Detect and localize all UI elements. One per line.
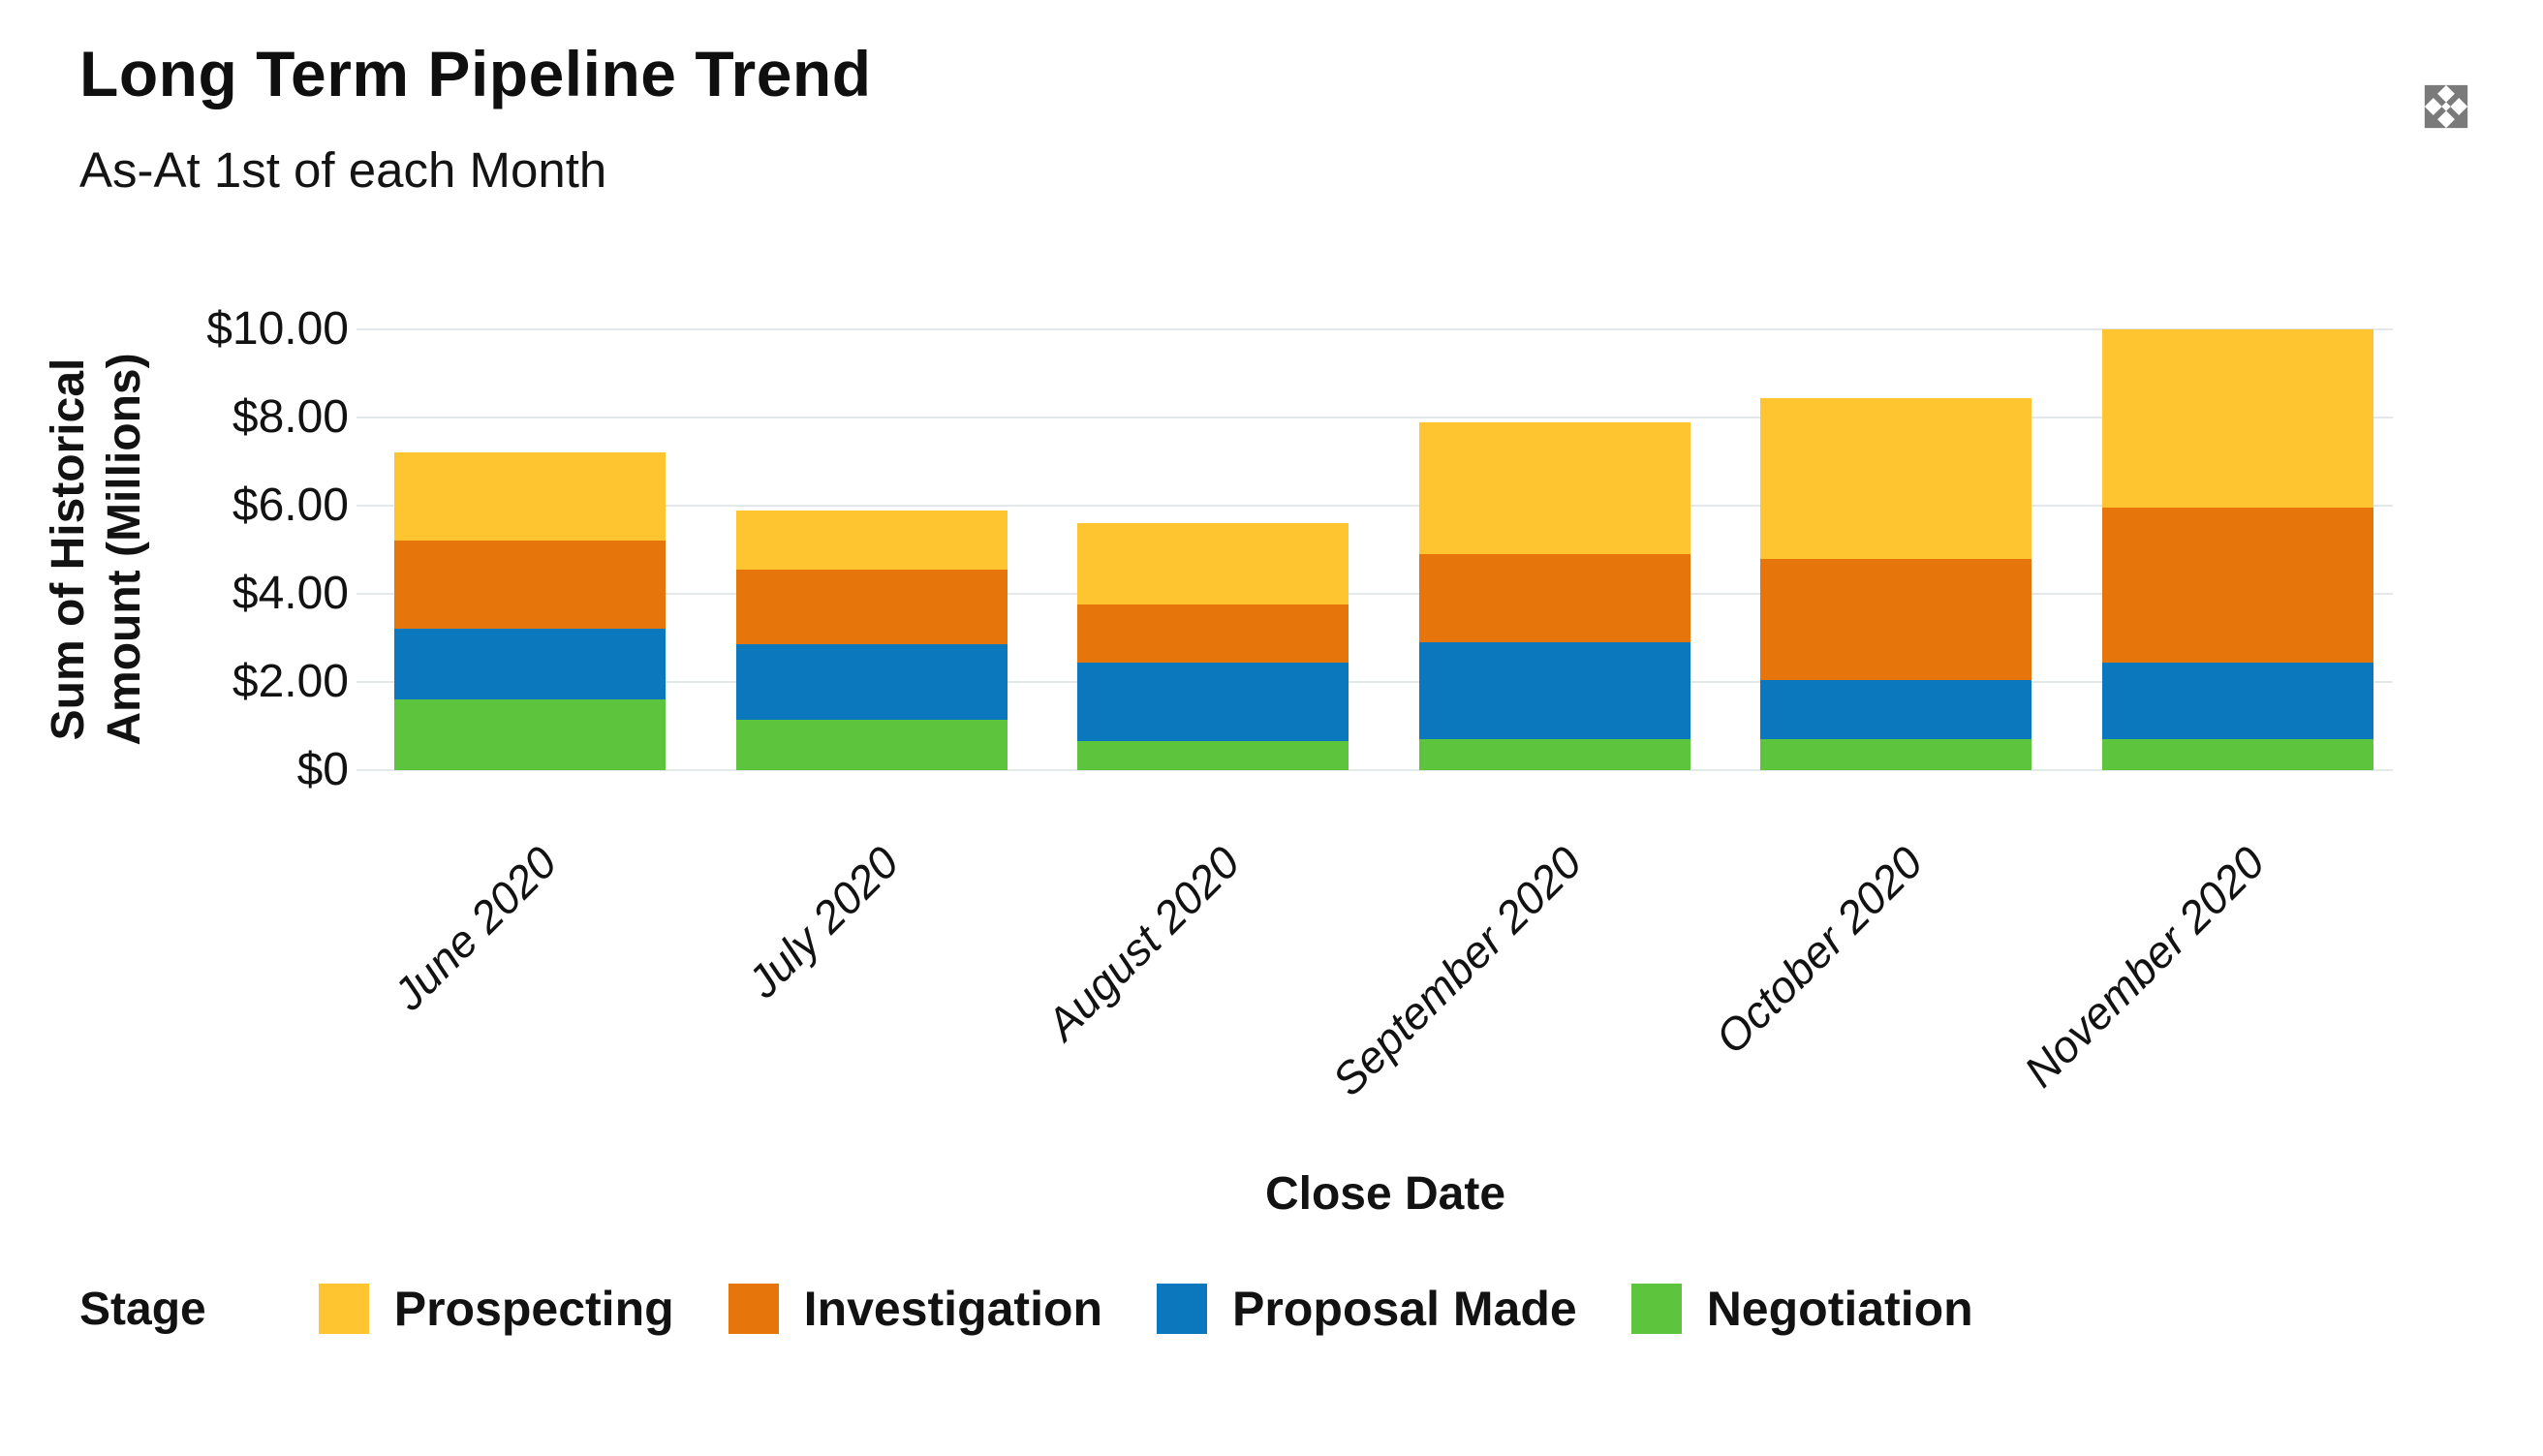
bar-segment[interactable]	[2102, 739, 2373, 770]
y-tick-label: $8.00	[232, 391, 349, 443]
legend: Stage Prospecting Investigation Proposal M…	[79, 1281, 1973, 1337]
expand-button[interactable]	[2417, 77, 2475, 136]
bar-segment[interactable]	[2102, 662, 2373, 740]
legend-title: Stage	[79, 1283, 206, 1335]
plot-area: $10.00 $8.00 $6.00 $4.00 $2.00 $0 June 2020 Jul…	[206, 303, 2393, 1105]
bar-segment[interactable]	[1077, 523, 1349, 605]
bar-segment[interactable]	[1760, 397, 2032, 559]
bar-segment[interactable]	[735, 719, 1008, 770]
bar-segment[interactable]	[394, 699, 666, 770]
bar-segment[interactable]	[1418, 421, 1690, 555]
bar-segment[interactable]	[1418, 642, 1690, 740]
y-tick-label: $10.00	[206, 303, 349, 355]
bar-segment[interactable]	[735, 644, 1008, 720]
y-gridline	[357, 593, 2393, 595]
bar-segment[interactable]	[394, 629, 666, 700]
bar-segment[interactable]	[1418, 554, 1690, 643]
y-gridline	[357, 505, 2393, 507]
legend-swatch	[1157, 1284, 1208, 1334]
bar-segment[interactable]	[394, 541, 666, 630]
bar-segment[interactable]	[735, 569, 1008, 645]
y-tick-label: $6.00	[232, 480, 349, 531]
bar-segment[interactable]	[2102, 508, 2373, 663]
bar-segment[interactable]	[1760, 679, 2032, 740]
legend-swatch	[318, 1284, 369, 1334]
legend-swatch	[1630, 1284, 1682, 1334]
y-tick-label: $0	[296, 744, 349, 795]
legend-item[interactable]: Negotiation	[1630, 1281, 1973, 1337]
bar-segment[interactable]	[1760, 739, 2032, 770]
legend-item[interactable]: Investigation	[728, 1281, 1103, 1337]
legend-items: Prospecting Investigation Proposal Made Neg…	[318, 1281, 1973, 1337]
legend-label: Proposal Made	[1232, 1282, 1577, 1336]
legend-item[interactable]: Prospecting	[318, 1281, 674, 1337]
y-gridline	[357, 328, 2393, 330]
bar-segment[interactable]	[1760, 558, 2032, 680]
bar-segment[interactable]	[1077, 662, 1349, 742]
y-gridline	[357, 681, 2393, 683]
bar-segment[interactable]	[1418, 739, 1690, 770]
chart-subtitle: As-At 1st of each Month	[79, 142, 607, 198]
legend-swatch	[728, 1284, 779, 1334]
legend-label: Prospecting	[393, 1282, 674, 1336]
x-axis-title: Close Date	[1264, 1168, 1506, 1220]
y-tick-label: $2.00	[232, 656, 349, 707]
y-tick-label: $4.00	[232, 568, 349, 619]
expand-arrows-icon	[2419, 79, 2473, 134]
bar-segment[interactable]	[1077, 741, 1349, 770]
legend-label: Negotiation	[1706, 1282, 1973, 1336]
legend-label: Investigation	[803, 1282, 1103, 1336]
chart-title: Long Term Pipeline Trend	[79, 38, 872, 109]
legend-item[interactable]: Proposal Made	[1157, 1281, 1577, 1337]
bar-segment[interactable]	[735, 510, 1008, 570]
y-gridline	[357, 417, 2393, 418]
bar-segment[interactable]	[394, 452, 666, 542]
y-gridline	[357, 769, 2393, 771]
bar-segment[interactable]	[1077, 604, 1349, 663]
bar-segment[interactable]	[2102, 329, 2373, 509]
